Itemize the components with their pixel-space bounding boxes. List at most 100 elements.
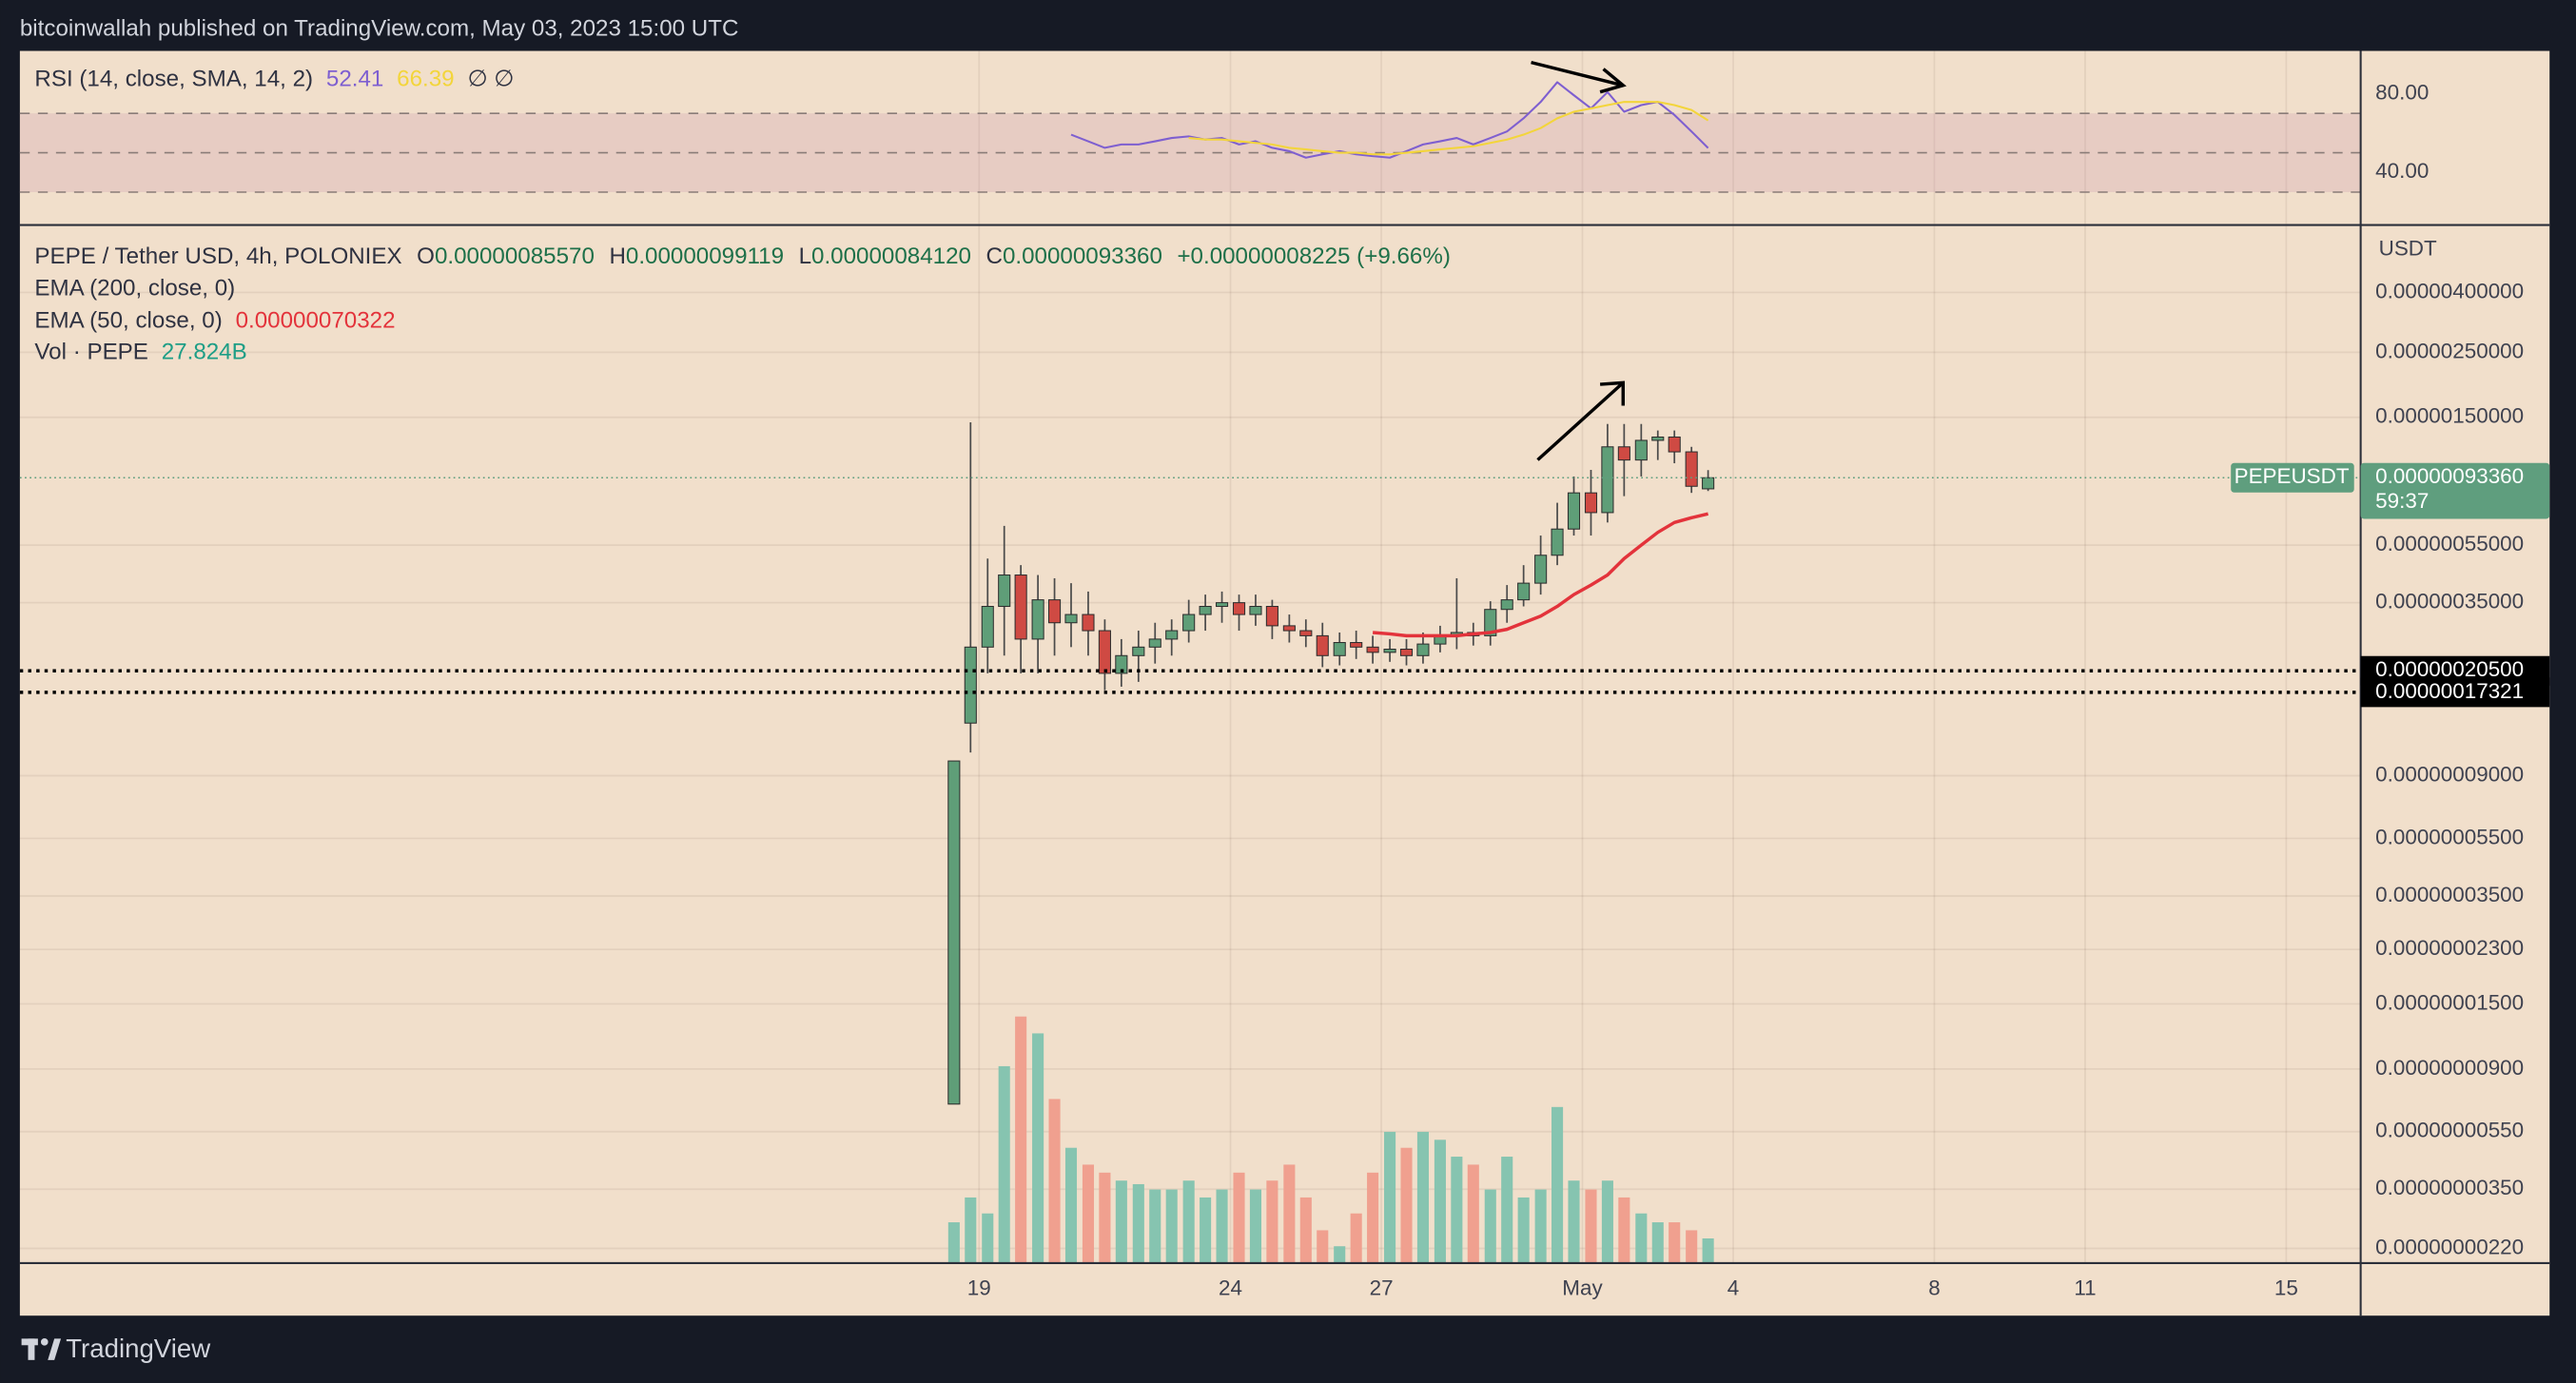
volume-bar	[1048, 1099, 1061, 1263]
candle-body	[1316, 634, 1329, 656]
y-tick-label: 0.00000055000	[2375, 532, 2524, 555]
candle	[1500, 585, 1513, 623]
candle-body	[981, 606, 994, 648]
candle-body	[1500, 599, 1513, 611]
arrow-line	[1531, 60, 1624, 88]
candle-body	[1668, 436, 1681, 453]
candle	[1617, 423, 1630, 497]
y-tick-label: 0.00000035000	[2375, 590, 2524, 614]
candle	[1668, 430, 1681, 464]
y-tick-label: 0.00000400000	[2375, 279, 2524, 302]
y-tick-label: 0.00000009000	[2375, 762, 2524, 786]
ema200-legend: EMA (200, close, 0)	[34, 275, 235, 301]
candle-body	[1047, 599, 1062, 624]
candle-body	[1534, 555, 1548, 584]
candle-body	[1232, 602, 1246, 615]
rsi-line	[1070, 81, 1709, 159]
volume-bar	[1585, 1189, 1597, 1263]
volume-bar	[1266, 1180, 1278, 1263]
candle	[1199, 594, 1212, 632]
level-label: 0.00000020500	[2375, 657, 2524, 681]
rsi-value: 52.41	[326, 67, 383, 92]
volume-bar	[1283, 1164, 1296, 1263]
footer-logo	[21, 1338, 62, 1360]
candle	[1702, 470, 1715, 492]
axes: 19 24 27 May 4 8 11 15 0.00000400000 0.0000025000…	[967, 80, 2550, 1299]
rsi-sma-line	[1188, 101, 1709, 156]
logo-part	[48, 1338, 62, 1360]
volume-bar	[1165, 1189, 1178, 1263]
candle-body	[1651, 436, 1665, 441]
candle-body	[1199, 606, 1212, 615]
y-tick-label: 0.00000150000	[2375, 404, 2524, 428]
candle	[964, 421, 977, 753]
volume-bar	[1082, 1164, 1095, 1263]
candle	[1098, 619, 1111, 691]
volume-bar	[1451, 1157, 1463, 1263]
volume-value: 27.824B	[162, 340, 247, 365]
candle-body	[1383, 648, 1396, 653]
y-tick-label: 0.00000003500	[2375, 883, 2524, 906]
y-tick-label: 0.00000000550	[2375, 1119, 2524, 1142]
candle-body	[1517, 582, 1531, 601]
volume-bar	[1400, 1147, 1413, 1263]
candle	[1534, 536, 1548, 595]
volume-bar	[1384, 1131, 1396, 1263]
candle-body	[1416, 643, 1430, 656]
candle-body	[1064, 614, 1078, 624]
candle-body	[964, 646, 977, 724]
candle	[1601, 423, 1614, 523]
candle	[1182, 599, 1196, 643]
volume-bar	[1551, 1106, 1564, 1263]
rsi-tick-label: 80.00	[2375, 80, 2429, 104]
ohlc-value: 0.00000084120	[811, 244, 971, 270]
x-tick-label: 15	[2274, 1276, 2298, 1299]
volume-bar	[1317, 1230, 1329, 1263]
arrow-head	[1599, 68, 1627, 94]
volume-bar	[1216, 1189, 1228, 1263]
arrow-head	[1599, 380, 1626, 406]
rsi-legend: RSI (14, close, SMA, 14, 2) 52.41 66.39 ∅ ∅	[34, 67, 514, 92]
candle	[1484, 601, 1497, 646]
price-tag-label: 0.00000093360	[2375, 464, 2524, 488]
candle	[1265, 599, 1278, 639]
symbol-legend: PEPE / Tether USD, 4h, POLONIEX O0.000000…	[34, 244, 1450, 270]
candle	[1031, 575, 1044, 673]
publish-header: bitcoinwallah published on TradingView.c…	[20, 15, 739, 41]
volume-bar	[1064, 1147, 1078, 1263]
y-tick-label: 0.00000000220	[2375, 1235, 2524, 1258]
volume-bar	[1182, 1180, 1195, 1263]
candle	[1366, 635, 1379, 664]
volume-bar	[1669, 1222, 1681, 1263]
volume-bar	[1686, 1230, 1698, 1263]
rsi-pane	[19, 81, 2361, 193]
volume-bar	[1299, 1197, 1312, 1263]
candle-body	[1617, 446, 1630, 461]
candle-body	[1215, 602, 1229, 608]
volume-bar	[1350, 1213, 1362, 1263]
candle-body	[1551, 528, 1564, 556]
volume-bar	[1132, 1183, 1144, 1263]
candle	[1517, 565, 1531, 607]
x-tick-label: 24	[1219, 1276, 1242, 1299]
volume-bar	[1032, 1033, 1044, 1263]
currency-label: USDT	[2379, 236, 2437, 260]
candle	[1282, 614, 1296, 643]
chart-background	[19, 50, 2550, 1316]
candle	[947, 760, 961, 1105]
overlays	[19, 477, 2361, 694]
candle-body	[1249, 606, 1262, 615]
ohlc-value: 0.00000085570	[435, 244, 595, 270]
volume-bar	[998, 1065, 1010, 1263]
candle-body	[1634, 439, 1648, 461]
volume-bar	[1601, 1180, 1613, 1263]
volume-bar	[1534, 1189, 1547, 1263]
candle	[1685, 446, 1698, 494]
candle	[998, 525, 1011, 656]
candle-body	[1098, 630, 1111, 674]
y-tick-label: 0.00000000900	[2375, 1056, 2524, 1080]
ema-line	[1372, 512, 1709, 638]
ema50-name: EMA (50, close, 0)	[34, 308, 222, 334]
candle	[1584, 470, 1598, 536]
